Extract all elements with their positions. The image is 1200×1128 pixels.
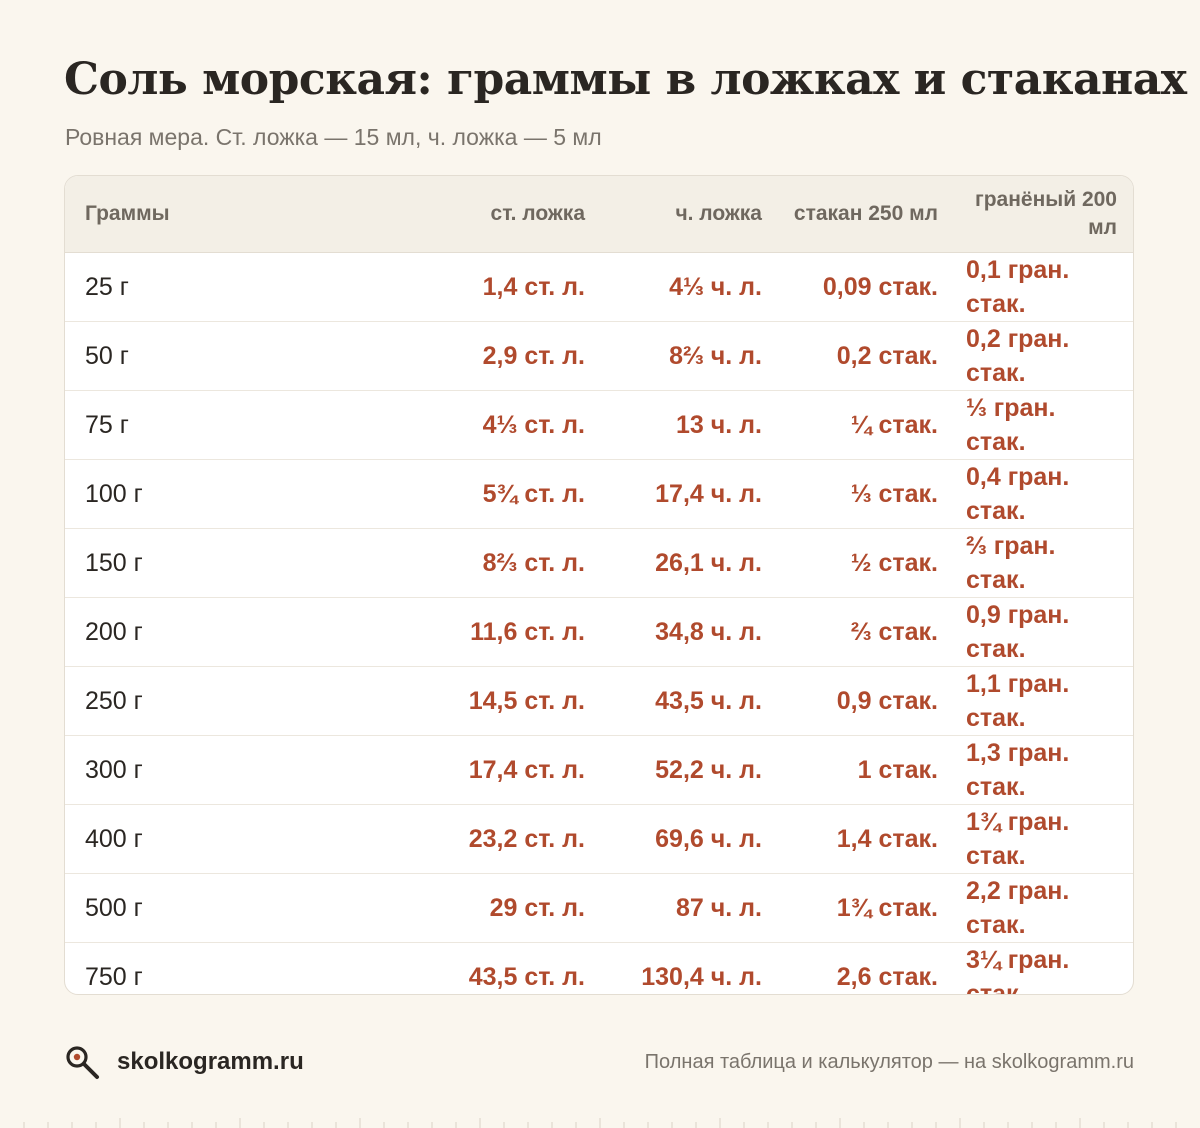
cell-glass-250: 2,6 стак. <box>780 941 956 994</box>
cell-tablespoon: 14,5 ст. л. <box>408 665 603 735</box>
header-row: Граммы ст. ложка ч. ложка стакан 250 мл … <box>65 176 1133 253</box>
magnifier-icon <box>66 1046 99 1079</box>
cell-tablespoon: 23,2 ст. л. <box>408 803 603 873</box>
cell-faceted-glass-200: 1¾ гран. стак. <box>956 803 1133 873</box>
cell-teaspoon: 69,6 ч. л. <box>603 803 780 873</box>
cell-glass-250: ⅓ стак. <box>780 458 956 528</box>
cell-tablespoon: 17,4 ст. л. <box>408 734 603 804</box>
table-body: 25 г 1,4 ст. л. 4⅓ ч. л. 0,09 стак. 0,1 гран… <box>65 252 1133 994</box>
cell-glass-250: 1¾ стак. <box>780 872 956 942</box>
cell-glass-250: 0,9 стак. <box>780 665 956 735</box>
cell-grams: 400 г <box>65 803 408 873</box>
cell-faceted-glass-200: ⅓ гран. стак. <box>956 389 1133 459</box>
cell-teaspoon: 26,1 ч. л. <box>603 527 780 597</box>
cell-glass-250: ⅔ стак. <box>780 596 956 666</box>
cell-teaspoon: 13 ч. л. <box>603 389 780 459</box>
cell-tablespoon: 8⅔ ст. л. <box>408 527 603 597</box>
cell-teaspoon: 52,2 ч. л. <box>603 734 780 804</box>
cell-glass-250: 0,2 стак. <box>780 320 956 390</box>
cell-grams: 75 г <box>65 389 408 459</box>
header-faceted-glass-200: гранёный 200 мл <box>956 176 1133 253</box>
cell-grams: 750 г <box>65 941 408 994</box>
cell-tablespoon: 2,9 ст. л. <box>408 320 603 390</box>
cell-tablespoon: 1,4 ст. л. <box>482 272 585 301</box>
page-title: Соль морская: граммы в ложках и стаканах <box>64 54 1187 105</box>
table-row: 100 г 5¾ ст. л. 17,4 ч. л. ⅓ стак. 0,4 гран.… <box>65 458 1133 528</box>
cell-faceted-glass-200: 0,4 гран. стак. <box>956 458 1133 528</box>
cell-glass-250: ¼ стак. <box>780 389 956 459</box>
cell-grams: 50 г <box>65 320 408 390</box>
cell-teaspoon: 8⅔ ч. л. <box>603 320 780 390</box>
table-row: 750 г 43,5 ст. л. 130,4 ч. л. 2,6 стак. 3¼ г… <box>65 941 1133 994</box>
conversion-table: Граммы ст. ложка ч. ложка стакан 250 мл … <box>65 176 1133 994</box>
table-row: 50 г 2,9 ст. л. 8⅔ ч. л. 0,2 стак. 0,2 гран.… <box>65 320 1133 390</box>
cell-faceted-glass-200: 3¼ гран. стак. <box>956 941 1133 994</box>
cell-grams: 500 г <box>65 872 408 942</box>
header-grams: Граммы <box>65 176 408 253</box>
cell-teaspoon: 87 ч. л. <box>603 872 780 942</box>
cell-tablespoon: 5¾ ст. л. <box>408 458 603 528</box>
table-row: 250 г 14,5 ст. л. 43,5 ч. л. 0,9 стак. 1,1 г… <box>65 665 1133 735</box>
conversion-table-card: Граммы ст. ложка ч. ложка стакан 250 мл … <box>64 175 1134 995</box>
cell-tablespoon: 4⅓ ст. л. <box>408 389 603 459</box>
cell-tablespoon: 43,5 ст. л. <box>408 941 603 994</box>
table-row: 300 г 17,4 ст. л. 52,2 ч. л. 1 стак. 1,3 гра… <box>65 734 1133 804</box>
cell-grams: 300 г <box>65 734 408 804</box>
cell-glass-250: 1 стак. <box>780 734 956 804</box>
cell-teaspoon: 34,8 ч. л. <box>603 596 780 666</box>
cell-teaspoon: 43,5 ч. л. <box>603 665 780 735</box>
footer-note: Полная таблица и калькулятор — на skolko… <box>644 1051 1134 1073</box>
header-tablespoon: ст. ложка <box>408 176 603 253</box>
cell-faceted-glass-200: 1,3 гран. стак. <box>956 734 1133 804</box>
cell-faceted-glass-200: 0,9 гран. стак. <box>956 596 1133 666</box>
cell-grams: 100 г <box>65 458 408 528</box>
cell-glass-250: 1,4 стак. <box>780 803 956 873</box>
cell-faceted-glass-200: 1,1 гран. стак. <box>956 665 1133 735</box>
cell-tablespoon: 11,6 ст. л. <box>408 596 603 666</box>
header-teaspoon: ч. ложка <box>603 176 780 253</box>
cell-teaspoon: 17,4 ч. л. <box>603 458 780 528</box>
cell-faceted-glass-200: ⅔ гран. стак. <box>956 527 1133 597</box>
cell-faceted-glass-200: 0,1 гран. стак. <box>966 255 1070 318</box>
table-row: 25 г 1,4 ст. л. 4⅓ ч. л. 0,09 стак. 0,1 гран… <box>65 252 1133 321</box>
brand-name[interactable]: skolkogramm.ru <box>117 1048 304 1075</box>
cell-faceted-glass-200: 2,2 гран. стак. <box>956 872 1133 942</box>
table-row: 400 г 23,2 ст. л. 69,6 ч. л. 1,4 стак. 1¾ гр… <box>65 803 1133 873</box>
table-header: Граммы ст. ложка ч. ложка стакан 250 мл … <box>65 176 1133 253</box>
cell-glass-250: 0,09 стак. <box>822 272 938 301</box>
ruler-decoration <box>23 1118 1177 1128</box>
cell-grams: 200 г <box>65 596 408 666</box>
cell-grams: 25 г <box>85 272 129 301</box>
cell-tablespoon: 29 ст. л. <box>408 872 603 942</box>
table-row: 200 г 11,6 ст. л. 34,8 ч. л. ⅔ стак. 0,9 гра… <box>65 596 1133 666</box>
header-glass-250: стакан 250 мл <box>780 176 956 253</box>
cell-grams: 150 г <box>65 527 408 597</box>
cell-grams: 250 г <box>65 665 408 735</box>
cell-faceted-glass-200: 0,2 гран. стак. <box>956 320 1133 390</box>
page-subtitle: Ровная мера. Ст. ложка — 15 мл, ч. ложка… <box>65 124 602 150</box>
cell-teaspoon: 130,4 ч. л. <box>603 941 780 994</box>
table-row: 500 г 29 ст. л. 87 ч. л. 1¾ стак. 2,2 гран. … <box>65 872 1133 942</box>
cell-teaspoon: 4⅓ ч. л. <box>669 272 762 301</box>
table-row: 150 г 8⅔ ст. л. 26,1 ч. л. ½ стак. ⅔ гран. с… <box>65 527 1133 597</box>
table-row: 75 г 4⅓ ст. л. 13 ч. л. ¼ стак. ⅓ гран. стак… <box>65 389 1133 459</box>
cell-glass-250: ½ стак. <box>780 527 956 597</box>
